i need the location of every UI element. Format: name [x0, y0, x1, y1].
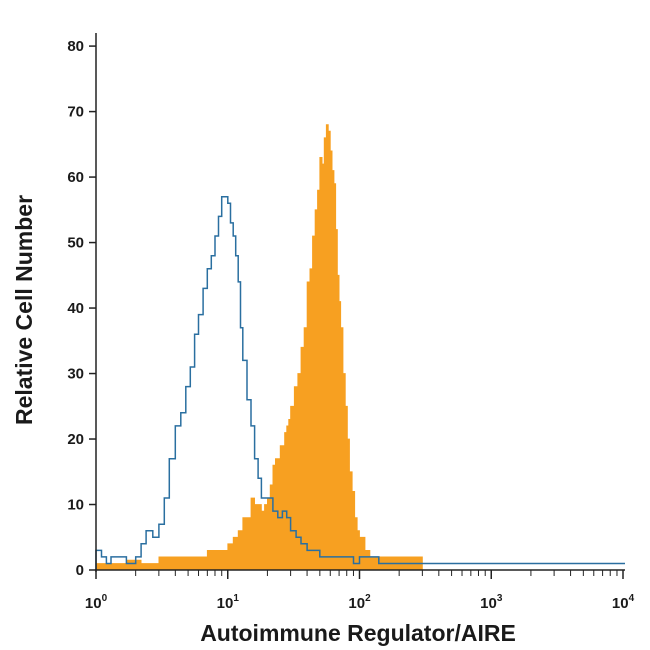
- x-tick-label: 104: [612, 593, 635, 612]
- y-tick-label: 70: [67, 104, 84, 121]
- series-1-outline-histogram: [95, 195, 625, 570]
- y-tick-label: 50: [67, 235, 84, 252]
- y-tick-label: 60: [67, 169, 84, 186]
- x-tick-label: 103: [480, 593, 503, 612]
- y-tick-label: 0: [76, 562, 84, 579]
- y-tick-label: 10: [67, 497, 84, 514]
- plot-area: [95, 124, 625, 571]
- y-tick-label: 30: [67, 366, 84, 383]
- axes: 0 10 20 30 40 50 60 70 80 100 101 102 103 104: [67, 33, 635, 612]
- y-tick-label: 80: [67, 38, 84, 55]
- series-0-filled-histogram: [95, 124, 425, 571]
- y-tick-label: 40: [67, 300, 84, 317]
- x-tick-label: 102: [348, 593, 371, 612]
- x-axis-title: Autoimmune Regulator/AIRE: [200, 620, 516, 646]
- x-tick-label: 100: [85, 593, 108, 612]
- y-axis-title: Relative Cell Number: [11, 195, 37, 425]
- y-tick-label: 20: [67, 431, 84, 448]
- x-tick-label: 101: [217, 593, 240, 612]
